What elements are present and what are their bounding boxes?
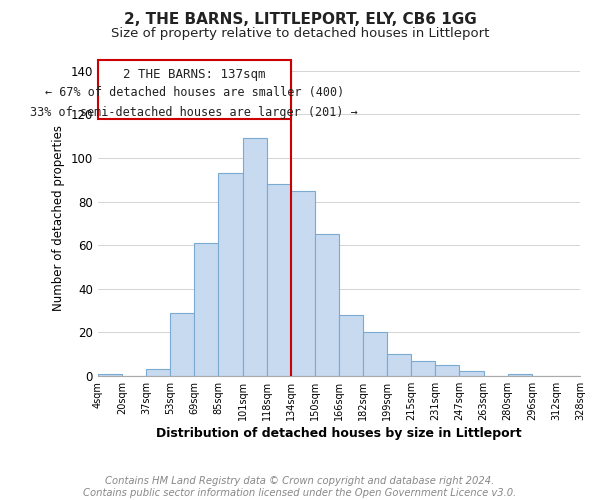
Text: Size of property relative to detached houses in Littleport: Size of property relative to detached ho… <box>111 28 489 40</box>
Bar <box>291 190 315 376</box>
Text: Contains HM Land Registry data © Crown copyright and database right 2024.
Contai: Contains HM Land Registry data © Crown c… <box>83 476 517 498</box>
X-axis label: Distribution of detached houses by size in Littleport: Distribution of detached houses by size … <box>156 427 522 440</box>
Bar <box>339 315 363 376</box>
Bar <box>315 234 339 376</box>
Text: ← 67% of detached houses are smaller (400): ← 67% of detached houses are smaller (40… <box>44 86 344 99</box>
Bar <box>218 174 242 376</box>
Bar <box>266 184 291 376</box>
Bar <box>146 370 170 376</box>
FancyBboxPatch shape <box>98 60 291 119</box>
Bar <box>411 360 436 376</box>
Bar <box>460 372 484 376</box>
Bar <box>98 374 122 376</box>
Y-axis label: Number of detached properties: Number of detached properties <box>52 125 65 311</box>
Bar <box>170 312 194 376</box>
Bar <box>436 365 460 376</box>
Bar <box>242 138 266 376</box>
Bar <box>363 332 387 376</box>
Text: 2, THE BARNS, LITTLEPORT, ELY, CB6 1GG: 2, THE BARNS, LITTLEPORT, ELY, CB6 1GG <box>124 12 476 28</box>
Bar <box>194 243 218 376</box>
Text: 33% of semi-detached houses are larger (201) →: 33% of semi-detached houses are larger (… <box>31 106 358 118</box>
Text: 2 THE BARNS: 137sqm: 2 THE BARNS: 137sqm <box>123 68 266 80</box>
Bar <box>508 374 532 376</box>
Bar <box>387 354 411 376</box>
